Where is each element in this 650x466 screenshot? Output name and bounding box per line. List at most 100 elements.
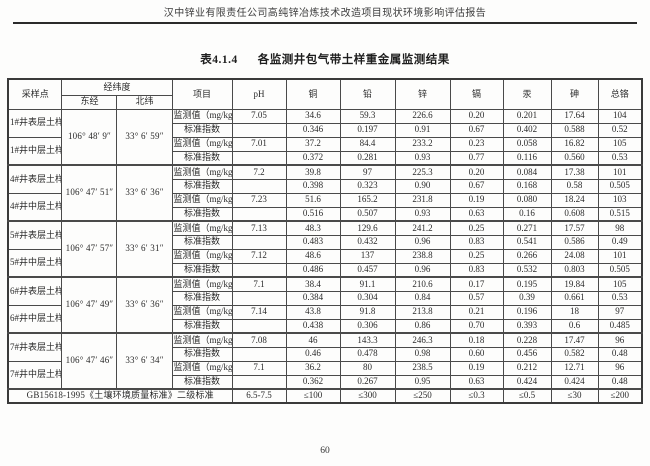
sample-name: 4#井表层土样 bbox=[7, 164, 63, 194]
col-header-east-longitude: 东经 bbox=[61, 94, 118, 110]
standard-index-cell: 0.424 bbox=[502, 374, 552, 390]
monitor-value-cell: 17.47 bbox=[550, 332, 599, 348]
standard-index-cell: 0.60 bbox=[449, 346, 504, 362]
standard-index-cell bbox=[231, 206, 287, 222]
standard-index-cell: 0.478 bbox=[339, 346, 396, 362]
row-label-standard-index: 标准指数 bbox=[171, 262, 233, 278]
monitor-value-cell: 96 bbox=[597, 360, 643, 376]
monitor-value-cell: 37.2 bbox=[285, 136, 341, 152]
monitor-value-cell: 0.080 bbox=[502, 192, 552, 208]
monitor-value-cell: 7.1 bbox=[231, 276, 287, 292]
standard-index-cell: 0.456 bbox=[502, 346, 552, 362]
sample-name: 4#井中层土样 bbox=[7, 192, 63, 222]
standard-index-cell: 0.83 bbox=[449, 234, 504, 250]
standard-index-cell: 0.46 bbox=[285, 346, 341, 362]
monitor-value-cell: 91.8 bbox=[339, 304, 396, 320]
monitor-value-cell: 226.6 bbox=[394, 108, 451, 124]
standard-index-cell: 0.346 bbox=[285, 122, 341, 138]
standard-index-cell: 0.48 bbox=[597, 374, 643, 390]
monitor-value-cell: 19.84 bbox=[550, 276, 599, 292]
standard-index-cell: 0.505 bbox=[597, 262, 643, 278]
standard-index-row: 标准指数 0.398 0.323 0.90 0.67 0.168 0.58 0.505 bbox=[8, 178, 643, 194]
monitor-value-cell: 246.3 bbox=[394, 332, 451, 348]
header-row-2: 东经 北纬 bbox=[8, 94, 642, 110]
monitor-value-cell: 101 bbox=[597, 164, 643, 180]
standard-index-cell: 0.57 bbox=[449, 290, 504, 306]
row-label-monitor-value: 监测值（mg/kg） bbox=[171, 192, 233, 208]
col-header-arsenic: 砷 bbox=[550, 78, 599, 110]
monitor-value-cell: 18.24 bbox=[550, 192, 599, 208]
page-header-rule: 汉中锌业有限责任公司高纯锌冶炼技术改造项目现状环境影响评估报告 bbox=[13, 0, 637, 24]
standard-index-cell: 0.168 bbox=[502, 178, 552, 194]
standard-index-cell: 0.362 bbox=[285, 374, 341, 390]
monitor-value-cell: 7.01 bbox=[231, 136, 287, 152]
row-label-standard-index: 标准指数 bbox=[171, 346, 233, 362]
north-latitude-value: 33° 6′ 31″ bbox=[116, 220, 173, 278]
standard-index-cell: 0.323 bbox=[339, 178, 396, 194]
col-header-zinc: 锌 bbox=[394, 78, 451, 110]
sample-name: 1#井中层土样 bbox=[7, 136, 63, 166]
monitor-value-cell: 34.6 bbox=[285, 108, 341, 124]
sample-name: 5#井中层土样 bbox=[7, 248, 63, 278]
row-label-monitor-value: 监测值（mg/kg） bbox=[171, 248, 233, 264]
monitor-value-cell: 0.17 bbox=[449, 276, 504, 292]
standard-index-cell: 0.424 bbox=[550, 374, 599, 390]
standard-index-cell: 0.58 bbox=[550, 178, 599, 194]
standard-index-cell: 0.93 bbox=[394, 206, 451, 222]
standard-index-row: 标准指数 0.384 0.304 0.84 0.57 0.39 0.661 0.53 bbox=[8, 290, 643, 306]
gb-standard-limit-cell: 6.5-7.5 bbox=[231, 388, 287, 404]
row-label-standard-index: 标准指数 bbox=[171, 150, 233, 166]
east-longitude-value: 106° 48′ 9″ bbox=[61, 108, 118, 166]
monitor-value-cell: 7.12 bbox=[231, 248, 287, 264]
col-header-ph: pH bbox=[231, 78, 287, 110]
standard-index-cell bbox=[231, 290, 287, 306]
standard-index-cell: 0.372 bbox=[285, 150, 341, 166]
monitor-value-cell: 0.084 bbox=[502, 164, 552, 180]
row-label-standard-index: 标准指数 bbox=[171, 206, 233, 222]
standard-index-cell: 0.48 bbox=[597, 346, 643, 362]
monitor-value-cell: 233.2 bbox=[394, 136, 451, 152]
standard-index-cell: 0.402 bbox=[502, 122, 552, 138]
standard-index-cell: 0.63 bbox=[449, 206, 504, 222]
monitor-value-cell: 0.266 bbox=[502, 248, 552, 264]
monitor-value-cell: 24.08 bbox=[550, 248, 599, 264]
monitor-value-cell: 7.13 bbox=[231, 220, 287, 236]
gb-standard-limit-cell: ≤300 bbox=[339, 388, 396, 404]
row-label-monitor-value: 监测值（mg/kg） bbox=[171, 136, 233, 152]
col-header-copper: 铜 bbox=[285, 78, 341, 110]
monitor-value-cell: 0.23 bbox=[449, 136, 504, 152]
monitor-value-cell: 137 bbox=[339, 248, 396, 264]
gb-standard-label: GB15618-1995《土壤环境质量标准》二级标准 bbox=[7, 388, 233, 404]
monitor-value-cell: 0.18 bbox=[449, 332, 504, 348]
monitor-row: 4#井中层土样监测值（mg/kg）7.2351.6165.2231.80.190… bbox=[7, 192, 643, 222]
monitor-value-cell: 97 bbox=[339, 164, 396, 180]
monitor-value-cell: 0.201 bbox=[502, 108, 552, 124]
row-label-monitor-value: 监测值（mg/kg） bbox=[171, 304, 233, 320]
header-row-1: 采样点 经纬度 项目 pH 铜 铅 锌 镉 汞 砷 总铬 bbox=[7, 78, 643, 110]
monitor-value-cell: 91.1 bbox=[339, 276, 396, 292]
monitor-value-cell: 231.8 bbox=[394, 192, 451, 208]
page-number: 60 bbox=[320, 446, 330, 456]
row-label-monitor-value: 监测值（mg/kg） bbox=[171, 360, 233, 376]
standard-index-cell: 0.16 bbox=[502, 206, 552, 222]
standard-index-cell: 0.560 bbox=[550, 150, 599, 166]
monitoring-results-table: 采样点 经纬度 项目 pH 铜 铅 锌 镉 汞 砷 总铬 东经 北纬 1#井表层… bbox=[6, 78, 643, 404]
monitor-row: 7#井中层土样 监测值（mg/kg）7.136.280238.50.190.212… bbox=[7, 360, 643, 390]
standard-index-cell: 0.486 bbox=[285, 262, 341, 278]
col-header-total-chromium: 总铬 bbox=[597, 78, 643, 110]
standard-index-cell: 0.281 bbox=[339, 150, 396, 166]
standard-index-cell: 0.86 bbox=[394, 318, 451, 334]
monitor-value-cell: 165.2 bbox=[339, 192, 396, 208]
standard-index-cell: 0.432 bbox=[339, 234, 396, 250]
standard-index-cell bbox=[231, 262, 287, 278]
east-longitude-value: 106° 47′ 51″ bbox=[61, 164, 118, 222]
gb-standard-limit-cell: ≤100 bbox=[285, 388, 341, 404]
standard-index-cell bbox=[231, 178, 287, 194]
monitor-value-cell: 48.3 bbox=[285, 220, 341, 236]
monitor-value-cell: 0.195 bbox=[502, 276, 552, 292]
monitor-value-cell: 0.20 bbox=[449, 108, 504, 124]
north-latitude-value: 33° 6′ 36″ bbox=[116, 164, 173, 222]
standard-index-cell: 0.96 bbox=[394, 262, 451, 278]
